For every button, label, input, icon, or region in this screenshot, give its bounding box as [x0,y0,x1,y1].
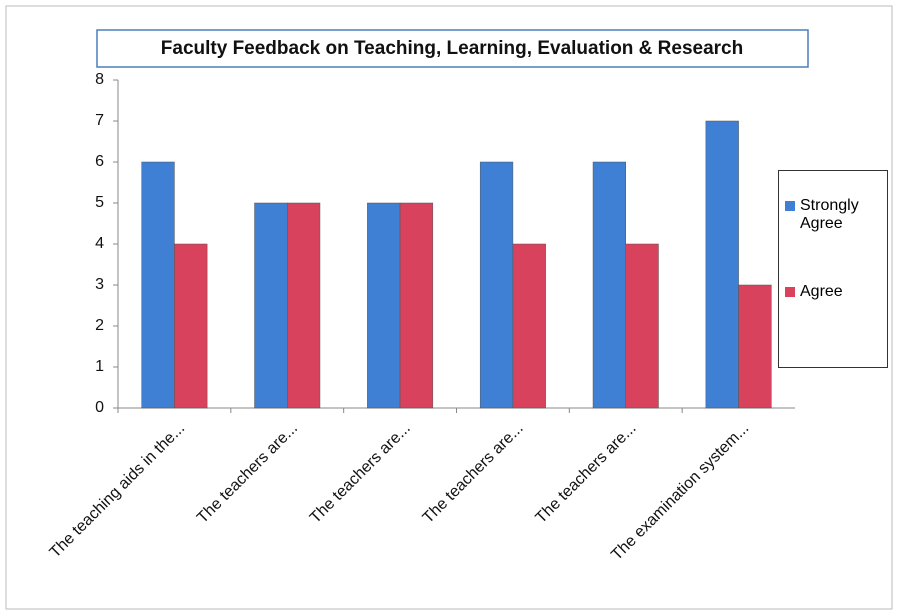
chart-border [5,5,893,610]
bar [367,202,401,409]
legend-entry: Strongly Agree [785,197,883,233]
bar [705,120,739,409]
bar [141,161,175,409]
bar [287,202,321,409]
y-tick-label: 1 [95,358,104,375]
bar [479,161,514,409]
y-tick-label: 6 [95,153,104,170]
y-tick-label: 7 [95,112,104,129]
bar [399,202,434,409]
legend-label: Agree [800,283,843,300]
y-tick-label: 8 [95,71,104,88]
bar [625,243,659,409]
y-tick-label: 2 [95,317,104,334]
y-tick-label: 4 [95,235,104,252]
title-box [96,29,809,68]
legend: Strongly Agree Agree [778,170,888,368]
y-tick-label: 5 [95,194,104,211]
bar [174,243,208,409]
legend-swatch [785,287,795,297]
legend-label: Strongly Agree [800,197,859,232]
chart-title: Faculty Feedback on Teaching, Learning, … [161,38,743,59]
legend-entry: Agree [785,283,883,301]
bar [254,202,288,409]
x-tick-label: The teachers are... [533,420,640,527]
y-tick-label: 3 [95,276,104,293]
x-tick-label: The teaching aids in the... [47,420,189,562]
bar [592,161,626,409]
x-tick-label: The teachers are... [194,420,301,527]
x-tick-label: The teachers are... [420,420,527,527]
bar [738,284,772,409]
x-tick-label: The teachers are... [307,420,414,527]
y-tick-label: 0 [95,399,104,416]
bar [512,243,546,409]
legend-swatch [785,201,795,211]
